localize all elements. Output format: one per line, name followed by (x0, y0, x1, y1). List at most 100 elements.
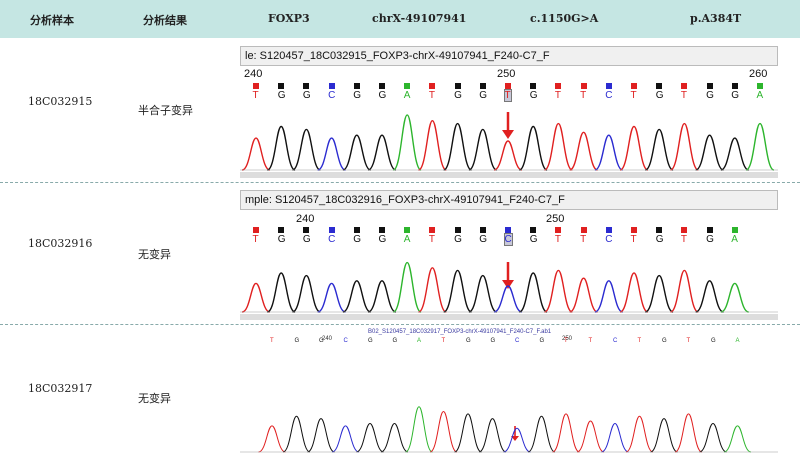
base-call: T (630, 90, 637, 101)
base-call: G (479, 234, 488, 245)
trace-peak (625, 415, 654, 453)
trace-peak (669, 122, 699, 171)
base-quality-marker (353, 83, 360, 89)
trace-peak (417, 119, 447, 171)
base-quality-marker (479, 83, 486, 89)
trace-peak (493, 285, 523, 313)
base-quality-marker (706, 227, 713, 233)
base-call: C (328, 90, 336, 101)
trace-title: le: S120457_18C032915_FOXP3-chrX-4910794… (240, 46, 778, 66)
chromatogram-panel: mple: S120457_18C032916_FOXP3-chrX-49107… (240, 190, 778, 320)
trace-scrollbar[interactable] (240, 314, 778, 320)
base-call: G (319, 338, 324, 344)
base-quality-marker (479, 227, 486, 233)
base-call: G (368, 338, 373, 344)
trace-peak (720, 137, 749, 171)
header-cdna: c.1150G>A (530, 12, 599, 25)
base-call: G (655, 90, 664, 101)
position-label: 240 (244, 68, 263, 80)
base-call: T (428, 90, 435, 101)
base-quality-marker (580, 83, 587, 89)
base-quality-marker (631, 227, 637, 233)
trace-peak (258, 425, 286, 453)
trace-peak (644, 128, 674, 171)
trace-title: B02_S120457_18C032917_FOXP3-chrX-4910794… (368, 329, 552, 335)
base-quality-marker (530, 83, 537, 89)
base-call: G (277, 90, 286, 101)
trace-peak (429, 411, 458, 453)
trace-peak (392, 114, 422, 171)
base-call: C (605, 234, 613, 245)
base-call: G (454, 90, 462, 101)
trace-peak (342, 134, 371, 171)
base-quality-marker (505, 83, 511, 89)
base-quality-marker (605, 83, 612, 89)
base-quality-marker (656, 83, 663, 89)
trace-peak (356, 422, 384, 453)
base-call: G (277, 234, 286, 245)
row-divider (0, 182, 800, 183)
position-label: 250 (562, 336, 573, 342)
base-call: G (479, 90, 488, 101)
sample-id: 18C032915 (28, 95, 93, 108)
trace-peak (292, 128, 321, 171)
base-call: T (580, 234, 587, 245)
trace-peak (266, 125, 296, 171)
base-call: G (378, 90, 387, 101)
header-locus: chrX-49107941 (372, 12, 467, 25)
position-label: 250 (546, 213, 565, 225)
trace-peak (443, 269, 472, 313)
trace-peak (644, 274, 674, 313)
header-sample: 分析样本 (30, 14, 74, 27)
base-call: G (662, 338, 667, 344)
trace-peak (468, 128, 498, 171)
base-call: G (353, 234, 362, 245)
base-quality-marker (303, 83, 310, 89)
base-quality-marker (631, 83, 637, 89)
sample-id: 18C032917 (28, 382, 93, 395)
base-call: G (706, 234, 714, 245)
trace-peak (342, 280, 371, 313)
position-label: 260 (749, 68, 768, 80)
trace-peak (699, 422, 727, 453)
base-quality-marker (353, 227, 360, 233)
base-quality-marker (681, 83, 688, 89)
table-header: 分析样本 分析结果 FOXP3 chrX-49107941 c.1150G>A … (0, 0, 800, 38)
base-call: T (554, 234, 561, 245)
base-call: G (731, 90, 740, 101)
base-call: G (392, 338, 398, 344)
trace-peak (518, 125, 548, 171)
base-quality-marker (253, 83, 259, 89)
base-quality-marker (656, 227, 663, 233)
base-quality-marker (379, 83, 385, 89)
base-quality-marker (404, 227, 411, 233)
trace-scrollbar[interactable] (240, 172, 778, 178)
trace-peak (594, 280, 623, 313)
trace-peak (670, 269, 699, 313)
trace-peak (576, 420, 605, 453)
base-quality-marker (454, 83, 461, 89)
base-quality-marker (681, 227, 688, 233)
mutation-arrow (502, 262, 514, 289)
position-label: 240 (322, 336, 333, 342)
base-call: T (252, 90, 259, 101)
trace-peak (478, 418, 507, 453)
trace-peak (380, 422, 409, 453)
base-call: G (655, 234, 664, 245)
base-quality-marker (429, 227, 436, 233)
trace-peak (594, 134, 623, 171)
trace-peak (619, 272, 649, 313)
trace-peak (405, 406, 433, 453)
base-call: G (466, 338, 471, 344)
trace-peak (367, 280, 397, 313)
trace-peak (601, 422, 629, 453)
base-quality-marker (454, 227, 461, 233)
base-quality-marker (731, 227, 738, 233)
trace-peak (569, 277, 598, 313)
base-call: T (637, 338, 642, 344)
base-call: T (680, 90, 687, 101)
trace-peak (518, 272, 548, 313)
trace-peak (241, 282, 271, 313)
trace-peak (552, 413, 580, 453)
base-call: T (270, 338, 274, 344)
